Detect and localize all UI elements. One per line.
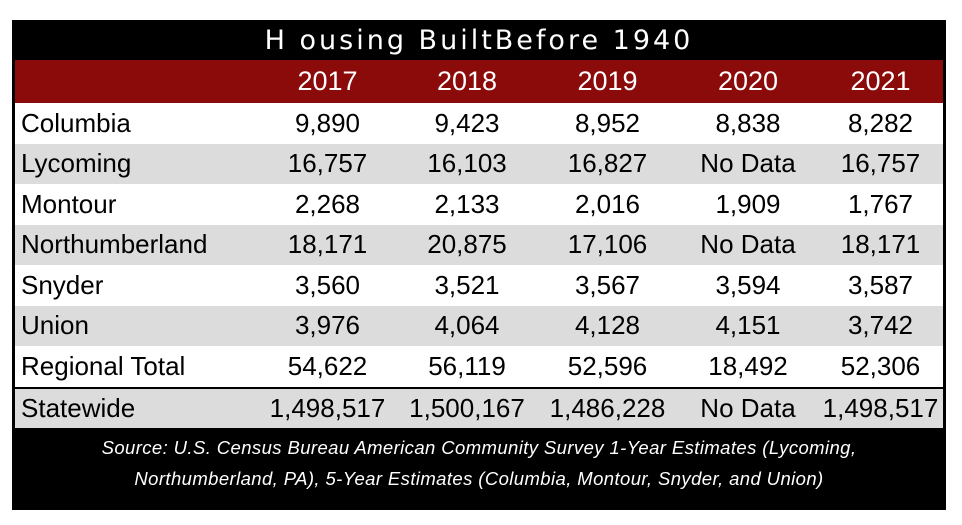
- cell-2019: 4,128: [574, 310, 641, 341]
- cell-2020: 1,909: [715, 188, 781, 219]
- header-cell-2021: 2021: [850, 66, 911, 96]
- table-row-northumberland: Northumberland 18,171 20,875 17,106 No D…: [15, 224, 943, 265]
- cell-2019: 16,827: [567, 148, 648, 179]
- cell-2018: 4,064: [434, 310, 500, 341]
- cell-2017: 16,757: [287, 148, 368, 179]
- cell-2018: 3,521: [434, 269, 500, 300]
- cell-2019: 3,567: [574, 269, 641, 300]
- cell-2018: 1,500,167: [409, 392, 525, 423]
- header-cell-2020: 2020: [717, 66, 779, 96]
- housing-table-frame: H ousing BuiltBefore 1940 2017 2018 2019…: [12, 20, 946, 510]
- source-line-1: Source: U.S. Census Bureau American Comm…: [101, 437, 857, 458]
- cell-2021: 52,306: [840, 350, 921, 381]
- cell-2019: 52,596: [567, 350, 648, 381]
- row-label: Statewide: [21, 392, 136, 423]
- row-label: Northumberland: [21, 229, 208, 260]
- cell-2017: 1,498,517: [269, 392, 386, 423]
- header-cell-2019: 2019: [577, 66, 638, 96]
- cell-2021: 1,498,517: [822, 392, 939, 423]
- cell-2018: 20,875: [427, 229, 507, 260]
- row-label: Lycoming: [21, 148, 132, 179]
- cell-2019: 8,952: [574, 107, 641, 138]
- cell-2021: 3,587: [847, 269, 914, 300]
- table-row-union: Union 3,976 4,064 4,128 4,151 3,742: [15, 305, 943, 346]
- cell-2017: 2,268: [294, 188, 361, 219]
- cell-2017: 9,890: [294, 107, 361, 138]
- cell-2019: 2,016: [574, 188, 641, 219]
- cell-2019: 17,106: [567, 229, 648, 260]
- cell-2017: 18,171: [287, 229, 368, 260]
- cell-2017: 3,976: [294, 310, 361, 341]
- header-cell-2017: 2017: [297, 66, 358, 96]
- cell-2020: No Data: [700, 229, 796, 260]
- cell-2018: 9,423: [434, 107, 500, 138]
- cell-2021: 16,757: [840, 148, 921, 179]
- cell-2019: 1,486,228: [549, 392, 666, 423]
- table-row-lycoming: Lycoming 16,757 16,103 16,827 No Data 16…: [15, 143, 943, 184]
- table-row-columbia: Columbia 9,890 9,423 8,952 8,838 8,282: [15, 103, 943, 144]
- cell-2021: 3,742: [847, 310, 914, 341]
- cell-2018: 2,133: [434, 188, 500, 219]
- source-line-2: Northumberland, PA), 5-Year Estimates (C…: [134, 468, 824, 489]
- cell-2020: 18,492: [708, 350, 788, 381]
- cell-2017: 3,560: [294, 269, 361, 300]
- row-label: Union: [21, 310, 89, 341]
- cell-2020: 4,151: [715, 310, 781, 341]
- table-row-snyder: Snyder 3,560 3,521 3,567 3,594 3,587: [15, 265, 943, 306]
- row-label: Columbia: [21, 107, 131, 138]
- cell-2021: 1,767: [847, 188, 914, 219]
- header-row: 2017 2018 2019 2020 2021: [15, 60, 943, 103]
- header-cell-2018: 2018: [436, 66, 498, 96]
- cell-2020: 8,838: [715, 107, 781, 138]
- cell-2020: 3,594: [715, 269, 781, 300]
- row-label: Regional Total: [21, 350, 186, 381]
- cell-2021: 18,171: [840, 229, 921, 260]
- cell-2020: No Data: [700, 392, 796, 423]
- table-title: H ousing BuiltBefore 1940: [264, 24, 694, 56]
- cell-2020: No Data: [700, 148, 796, 179]
- cell-2018: 56,119: [428, 350, 506, 381]
- cell-2018: 16,103: [427, 148, 507, 179]
- table-row-statewide: Statewide 1,498,517 1,500,167 1,486,228 …: [15, 386, 943, 428]
- source-note: Source: U.S. Census Bureau American Comm…: [12, 432, 946, 510]
- cell-2017: 54,622: [287, 350, 368, 381]
- data-table: 2017 2018 2019 2020 2021 Columbia 9,890 …: [15, 60, 943, 428]
- row-label: Montour: [21, 188, 117, 219]
- cell-2021: 8,282: [847, 107, 914, 138]
- row-label: Snyder: [21, 269, 104, 300]
- table-row-regional-total: Regional Total 54,622 56,119 52,596 18,4…: [15, 346, 943, 387]
- table-row-montour: Montour 2,268 2,133 2,016 1,909 1,767: [15, 184, 943, 225]
